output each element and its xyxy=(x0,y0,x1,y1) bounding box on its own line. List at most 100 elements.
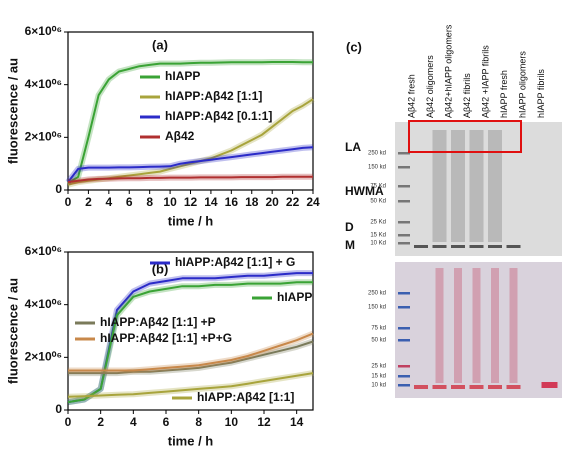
ladder-band xyxy=(398,292,410,295)
panel-label: (c) xyxy=(346,39,362,54)
lane-label: Aβ42+hIAPP oligomers xyxy=(443,24,453,118)
ladder-band xyxy=(398,166,410,169)
y-tick-label: 4×10⁰⁶ xyxy=(25,77,62,91)
y-tick-label: 2×10⁰⁶ xyxy=(25,130,62,144)
gel-smear xyxy=(472,268,481,383)
bottom-gel xyxy=(395,262,562,398)
x-tick-label: 10 xyxy=(163,195,177,209)
gel-band xyxy=(451,385,465,389)
lane-label: hIAPP oligomers xyxy=(517,51,527,118)
lane-label: Aβ42 fresh xyxy=(406,74,416,118)
ladder-band xyxy=(398,221,410,224)
x-tick-label: 14 xyxy=(290,415,304,429)
data-line xyxy=(67,146,314,183)
gel-smear xyxy=(451,130,465,242)
legend-label: hIAPP:Aβ42 [1:1] xyxy=(197,390,294,404)
lane-label: hIAPP fresh xyxy=(499,70,509,118)
lane-label: Aβ42 +IAPP fibrils xyxy=(480,45,490,118)
marker-label: 150 kd xyxy=(368,305,386,311)
gel-band xyxy=(414,385,428,389)
marker-label: 50 kd xyxy=(371,338,386,344)
gel-band xyxy=(506,385,521,389)
x-tick-label: 16 xyxy=(225,195,239,209)
panel-label: (b) xyxy=(152,261,169,276)
x-tick-label: 22 xyxy=(286,195,300,209)
gel-smear xyxy=(432,130,447,242)
side-label: HWMA xyxy=(345,184,384,198)
ladder-band xyxy=(398,152,410,155)
marker-label: 250 kd xyxy=(368,291,386,297)
lane-label: Aβ42 fibrils xyxy=(462,73,472,118)
marker-label: 75 Kd xyxy=(370,184,386,190)
x-tick-label: 6 xyxy=(126,195,133,209)
y-axis-label: fluorescence / au xyxy=(5,58,20,164)
plot-frame xyxy=(67,251,314,411)
marker-label: 25 Kd xyxy=(370,220,386,226)
ladder-band xyxy=(398,200,410,203)
x-tick-label: 8 xyxy=(146,195,153,209)
side-label: D xyxy=(345,220,354,234)
legend-label: hIAPP:Aβ42 [1:1] +P xyxy=(100,315,216,329)
legend-label: hIAPP xyxy=(277,290,312,304)
marker-label: 10 Kd xyxy=(370,241,386,247)
gel-band xyxy=(414,245,428,248)
marker-label: 250 kd xyxy=(368,151,386,157)
ladder-band xyxy=(398,185,410,188)
gel-smear xyxy=(488,130,502,242)
x-tick-label: 10 xyxy=(225,415,239,429)
data-line xyxy=(67,281,313,404)
x-tick-label: 20 xyxy=(265,195,279,209)
gel-smear xyxy=(435,268,444,383)
x-tick-label: 4 xyxy=(105,195,112,209)
ladder-band xyxy=(398,306,410,309)
ladder-band xyxy=(398,365,410,368)
gel-band xyxy=(469,245,484,248)
gel-smear xyxy=(469,130,484,242)
x-tick-label: 24 xyxy=(306,195,320,209)
gel-band xyxy=(451,245,465,248)
ladder-band xyxy=(398,234,410,237)
y-tick-label: 6×10⁰⁶ xyxy=(25,244,62,258)
x-axis-label: time / h xyxy=(168,213,214,228)
marker-label: 15 Kd xyxy=(370,233,386,239)
lane-label: hIAPP fibrils xyxy=(536,69,546,118)
x-tick-label: 12 xyxy=(257,415,271,429)
ladder-band xyxy=(398,242,410,245)
gel-band xyxy=(432,245,447,248)
gel-smear xyxy=(491,268,499,383)
gel-band xyxy=(488,245,502,248)
y-axis-label: fluorescence / au xyxy=(5,278,20,384)
marker-label: 75 kd xyxy=(371,326,386,332)
side-label: LA xyxy=(345,140,361,154)
legend-label: hIAPP:Aβ42 [1:1] + G xyxy=(175,255,295,269)
x-tick-label: 14 xyxy=(204,195,218,209)
gel-band xyxy=(506,245,521,248)
panel-label: (a) xyxy=(152,37,168,52)
gel-band xyxy=(469,385,484,389)
x-tick-label: 6 xyxy=(163,415,170,429)
y-tick-label: 2×10⁰⁶ xyxy=(25,350,62,364)
lane-label: Aβ42 oligomers xyxy=(425,55,435,118)
x-tick-label: 8 xyxy=(195,415,202,429)
marker-label: 150 kd xyxy=(368,165,386,171)
ladder-band xyxy=(398,327,410,330)
marker-label: 25 kd xyxy=(371,364,386,370)
gel-panel: (c) Aβ42 fresh Aβ42 oligomers Aβ42+hIAPP o… xyxy=(345,24,562,398)
x-tick-label: 18 xyxy=(245,195,259,209)
y-tick-label: 4×10⁰⁶ xyxy=(25,297,62,311)
marker-label: 10 kd xyxy=(371,383,386,389)
x-tick-label: 12 xyxy=(184,195,198,209)
gel-band xyxy=(541,382,558,388)
y-tick-label: 6×10⁰⁶ xyxy=(25,24,62,38)
data-line xyxy=(67,372,314,398)
top-gel xyxy=(395,122,562,256)
x-tick-label: 0 xyxy=(65,195,72,209)
legend-label: hIAPP xyxy=(165,69,200,83)
gel-smear xyxy=(509,268,518,383)
data-line xyxy=(68,332,314,372)
highlight-box xyxy=(408,120,522,153)
marker-label: 15 kd xyxy=(371,374,386,380)
gel-smear xyxy=(454,268,462,383)
marker-label: 50 Kd xyxy=(370,199,386,205)
